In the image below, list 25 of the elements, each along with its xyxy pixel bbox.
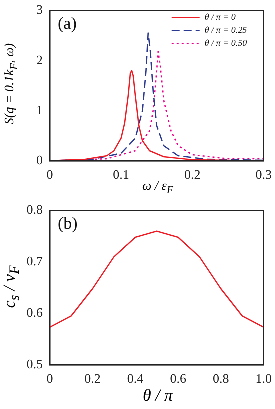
y-tick-label: 3	[36, 2, 43, 18]
x-tick-label: 0.1	[113, 167, 130, 182]
x-tick-label: 0	[46, 167, 54, 182]
annotation: (a)	[58, 14, 77, 33]
legend-label: θ / π = 0.25	[204, 25, 248, 36]
x-tick-label: 1.0	[256, 371, 272, 386]
x-tick-label: 0	[46, 371, 54, 386]
x-tick-label: 0.2	[184, 167, 201, 182]
x-tick-label: 0.3	[256, 167, 272, 182]
y-tick-label: 0.7	[26, 254, 44, 269]
x-axis-title: ω / ε$_{F}$	[142, 178, 174, 197]
annotation: (b)	[58, 214, 78, 233]
y-tick-label: 0.6	[26, 305, 44, 320]
y-tick-label: 0.5	[26, 356, 43, 372]
y-tick-label: 0	[36, 152, 43, 168]
x-axis-title: θ / π	[142, 386, 174, 406]
x-tick-label: 0.6	[170, 371, 187, 386]
x-tick-label: 0.2	[84, 371, 101, 386]
x-tick-label: 0.8	[212, 371, 230, 386]
y-tick-label: 1	[36, 102, 43, 118]
x-tick-label: 0.4	[127, 371, 144, 386]
y-tick-label: 0.8	[26, 202, 43, 218]
y-tick-label: 2	[36, 52, 43, 68]
legend-label: θ / π = 0.50	[204, 38, 248, 48]
legend-label: θ / π = 0	[204, 12, 236, 22]
